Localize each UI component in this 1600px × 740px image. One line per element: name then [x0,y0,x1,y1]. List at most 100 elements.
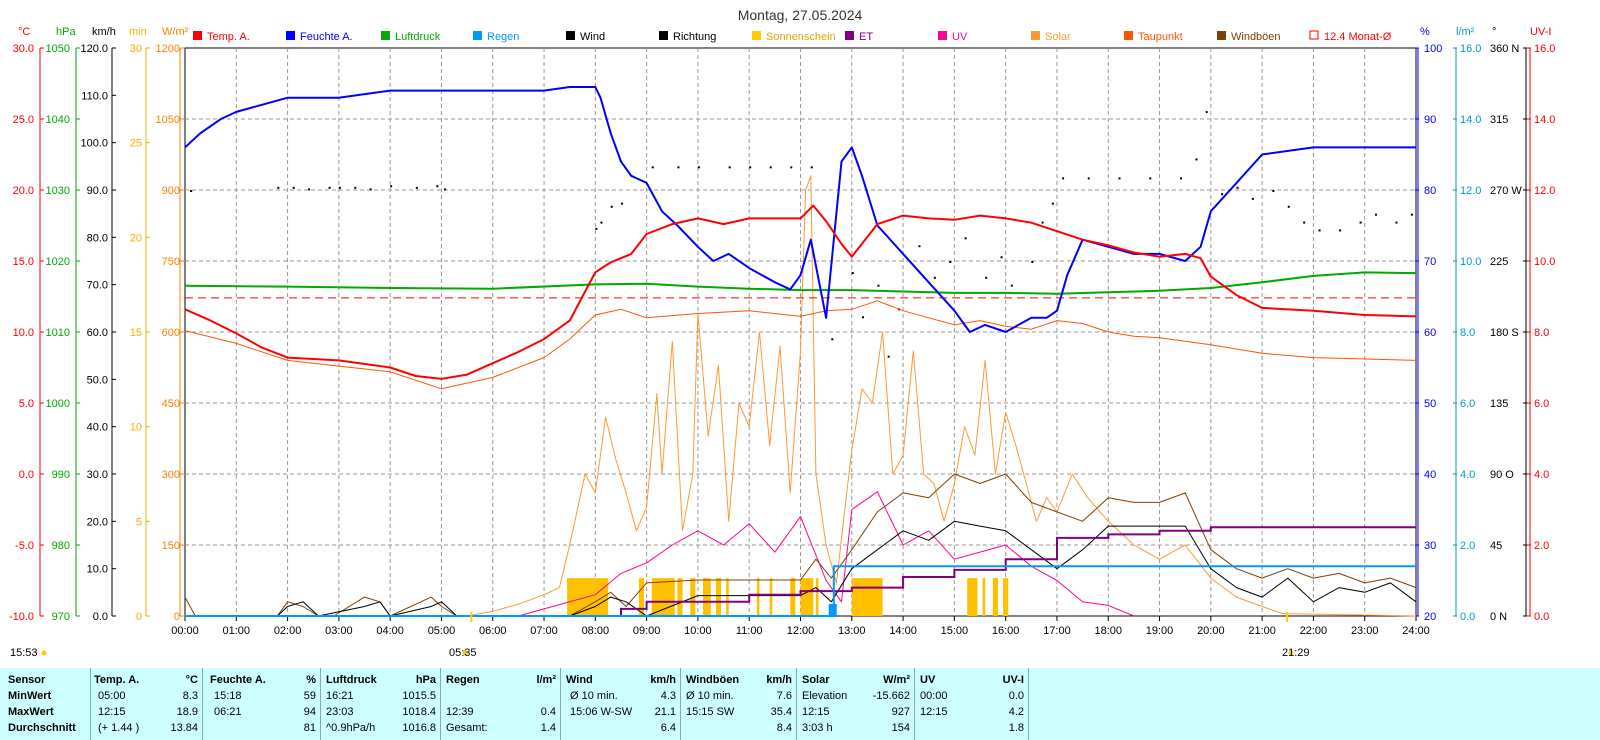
solar-axis-unit: W/m² [162,26,189,38]
sunshine-bar [638,578,645,616]
direction-dot [308,188,311,191]
x-tick-label: 05:00 [428,625,456,637]
solar-tick-label: 150 [162,540,180,552]
statistics-table: Sensor Temp. A. °C Feuchte A. % Luftdruc… [0,668,1600,740]
x-tick-label: 00:00 [171,625,199,637]
direction-dot [949,261,952,263]
header-gust: Windböen [686,674,740,686]
direction-dot [1374,213,1377,216]
press-axis-unit: hPa [56,26,76,38]
current-time-dot [41,650,47,656]
sunshine-bar [790,578,796,616]
wind-line [185,520,1417,617]
direction-dot [1195,158,1198,161]
direction-dot [444,188,447,191]
direction-dot [1303,221,1306,224]
x-tick-label: 18:00 [1094,625,1122,637]
direction-dot [728,166,731,169]
direction-dot [1287,205,1290,208]
stat-uv-v: 0.0 [1008,690,1024,702]
legend-swatch [938,31,947,40]
solar-tick-label: 1050 [156,114,180,126]
press-tick-label: 990 [52,469,70,481]
direction-dot [369,188,372,191]
weather-chart: 30.025.020.015.010.05.00.0-5.0-10.0°C105… [9,7,1556,659]
solar-tick-label: 750 [162,256,180,268]
stat-gust-v: 8.4 [776,722,792,734]
sunshine-bar [726,578,729,616]
solar-line [185,175,1417,617]
stat-uv-v: 4.2 [1008,706,1024,718]
rain-tick-label: 10.0 [1460,256,1481,268]
temp-tick-label: 15.0 [13,256,34,268]
dir-axis-unit: ° [1492,26,1496,38]
direction-dot [610,205,613,208]
stat-temp-v: 13.84 [170,722,198,734]
sunshine-bar [690,578,696,616]
rain-bar [828,604,837,616]
solar-tick-label: 450 [162,398,180,410]
wind-tick-label: 50.0 [87,374,108,386]
stat-gust-v: 35.4 [770,706,792,718]
stat-gust-t: 15:15 SW [686,706,735,718]
wind-tick-label: 90.0 [87,185,108,197]
temp-tick-label: 5.0 [19,398,34,410]
x-tick-label: 17:00 [1043,625,1071,637]
sun-tick-label: 10 [130,422,142,434]
stat-row-label: MinWert [8,690,52,702]
stat-rain-v: 0.4 [540,706,556,718]
stat-solar-v: 154 [891,722,910,734]
direction-dot [851,272,854,275]
direction-dot [964,237,967,240]
header-rain-unit: l/m² [536,674,556,686]
stat-wind-v: 6.4 [660,722,676,734]
dewpoint-line [184,300,1417,390]
stat-wind-v: 21.1 [654,706,676,718]
direction-dot [1339,229,1342,232]
legend-label: Luftdruck [395,31,441,43]
uv-axis-unit: UV-I [1530,26,1551,38]
solar-tick-label: 600 [162,327,180,339]
stat-row-label: MaxWert [8,706,54,718]
temp-tick-label: 20.0 [13,185,34,197]
stat-row-label: Durchschnitt [8,722,76,734]
direction-dot [1205,111,1208,114]
stat-hum-t: 06:21 [214,706,242,718]
stat-rain-v: 1.4 [540,722,556,734]
legend-label: Sonnenschein [766,31,836,43]
sunshine-bar [715,578,721,616]
sunshine-bar [851,578,883,616]
direction-dot [1395,221,1398,224]
et-line [185,526,1416,617]
sun-tick-label: 30 [130,43,142,55]
stat-solar-v: -15.662 [872,690,910,702]
direction-dot [190,190,193,192]
uv-tick-label: 14.0 [1534,114,1555,126]
stat-hum-v: 94 [303,706,316,718]
solar-tick-label: 0 [174,611,180,623]
direction-dot [436,185,439,188]
stat-rain-t: Gesamt: [446,722,488,734]
hum-tick-label: 60 [1424,327,1436,339]
direction-dot [985,276,988,279]
temp-tick-label: -10.0 [9,611,34,623]
direction-dot [1000,256,1003,259]
x-tick-label: 23:00 [1351,625,1379,637]
gusts-line [184,473,1417,617]
header-press: Luftdruck [326,674,377,686]
header-press-unit: hPa [415,674,436,686]
legend-label: Solar [1045,31,1071,43]
direction-dot [620,202,623,205]
uv-tick-label: 2.0 [1534,540,1549,552]
wind-tick-label: 70.0 [87,280,108,292]
rain-tick-label: 14.0 [1460,114,1481,126]
wind-tick-label: 10.0 [87,564,108,576]
press-tick-label: 1040 [46,114,70,126]
uv-tick-label: 0.0 [1534,611,1549,623]
dir-tick-label: 315 [1490,114,1508,126]
direction-dot [390,185,393,188]
press-tick-label: 1050 [46,43,70,55]
stat-hum-v: 59 [303,690,316,702]
direction-dot [831,338,834,341]
direction-dot [1318,229,1321,232]
